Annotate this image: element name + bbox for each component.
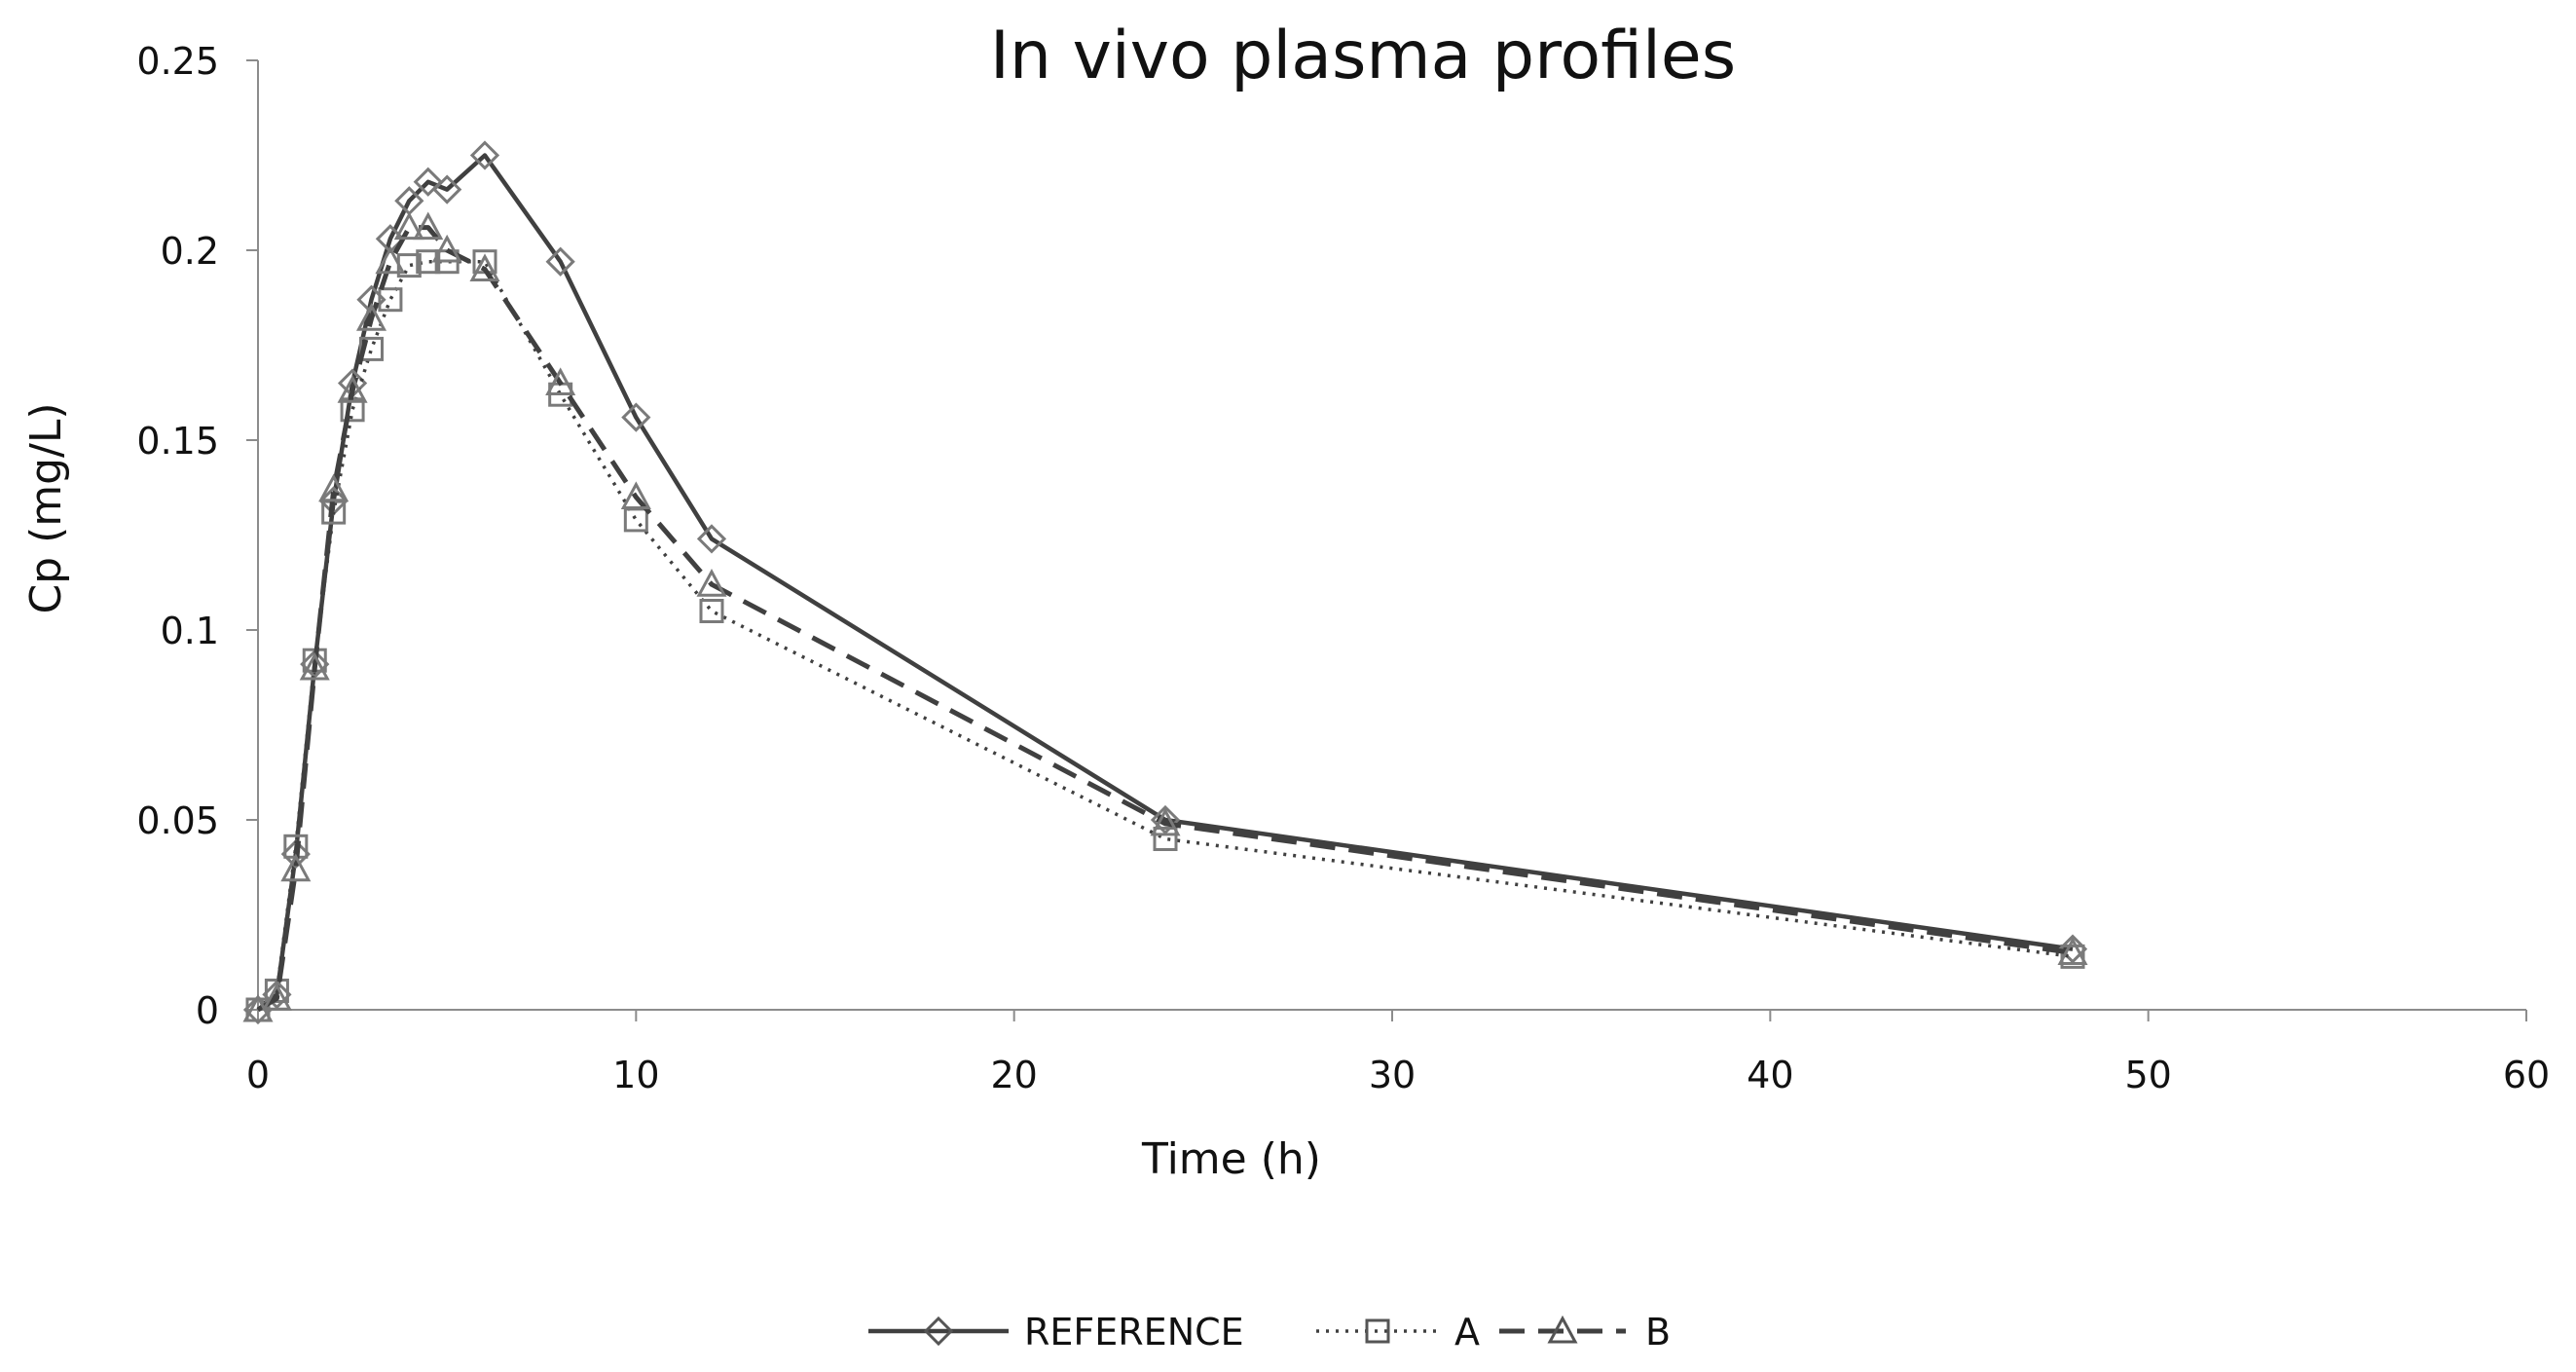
a-point [699, 599, 724, 623]
b-point [393, 211, 424, 241]
b-point [337, 375, 368, 403]
reference-point [696, 524, 727, 554]
a-point [264, 979, 289, 1003]
series-line-b [256, 225, 2074, 1013]
b-point [545, 367, 576, 395]
legend-item-b: B [1499, 1311, 1671, 1353]
legend-item-a: A [1316, 1311, 1480, 1353]
x-tick-label: 10 [612, 1054, 659, 1096]
x-tick-label: 20 [990, 1054, 1037, 1096]
x-tick-label: 30 [1369, 1054, 1416, 1096]
b-point [696, 569, 727, 597]
y-tick-label: 0.05 [136, 799, 219, 842]
b-point [280, 853, 312, 882]
reference-point [262, 980, 292, 1010]
legend-label-reference: REFERENCE [1024, 1311, 1244, 1353]
legend-label-a: A [1454, 1311, 1480, 1353]
chart-title: In vivo plasma profiles [990, 18, 1736, 94]
b-point [620, 481, 651, 509]
a-point [2060, 944, 2085, 969]
legend-marker-reference [923, 1316, 954, 1347]
y-tick-label: 0.15 [136, 420, 219, 463]
series-line-a [256, 259, 2074, 1012]
x-tick-label: 40 [1747, 1054, 1793, 1096]
b-point [318, 473, 350, 502]
b-point [2057, 937, 2088, 965]
a-point [623, 507, 648, 533]
a-point [1153, 827, 1178, 851]
reference-point [280, 838, 311, 870]
x-axis-label: Time (h) [1141, 1134, 1321, 1184]
series-a [245, 249, 2085, 1022]
series-line-reference [256, 153, 2074, 1012]
reference-point [1150, 804, 1181, 835]
b-point [299, 651, 330, 681]
b-point [469, 253, 500, 281]
legend-label-b: B [1645, 1311, 1671, 1353]
reference-point [413, 167, 443, 197]
x-tick-label: 0 [246, 1054, 270, 1096]
reference-point [469, 140, 500, 170]
legend-marker-b [1547, 1315, 1578, 1344]
legend: REFERENCE A B [868, 1311, 1671, 1353]
y-tick-label: 0.2 [161, 230, 219, 273]
b-point [355, 303, 387, 331]
a-point [359, 336, 384, 361]
b-point [1150, 807, 1181, 836]
series-layer [242, 140, 2088, 1025]
b-point [431, 234, 462, 263]
legend-marker-a [1365, 1318, 1390, 1344]
axes: 0 0.05 0.1 0.15 0.2 0.25 0 10 20 30 40 50 60 [136, 40, 2550, 1096]
series-reference [242, 140, 2088, 1025]
a-point [378, 287, 403, 313]
b-point [261, 983, 292, 1011]
y-axis-label: Cp (mg/L) [21, 402, 71, 613]
series-b [242, 211, 2088, 1022]
reference-point [621, 402, 651, 432]
y-tick-label: 0.1 [161, 610, 219, 652]
y-tick-label: 0.25 [136, 40, 219, 83]
y-tick-label: 0 [196, 989, 219, 1032]
legend-item-reference: REFERENCE [868, 1311, 1244, 1353]
x-tick-label: 50 [2124, 1054, 2171, 1096]
reference-point [545, 246, 575, 277]
reference-point [432, 174, 462, 204]
x-tick-label: 60 [2503, 1054, 2550, 1096]
b-point [375, 245, 406, 275]
b-point [413, 211, 444, 241]
